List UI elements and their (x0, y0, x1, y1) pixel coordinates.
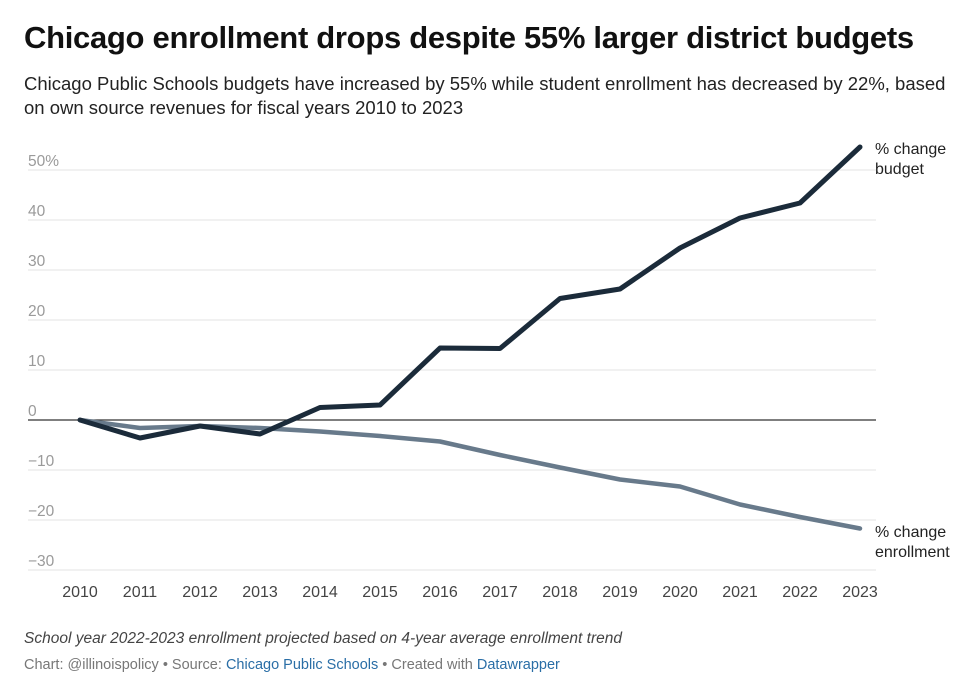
x-tick-label: 2019 (602, 584, 638, 601)
y-tick-label: 40 (28, 203, 46, 220)
y-tick-label: 50% (28, 153, 59, 170)
enrollment-series-label: % change enrollment (875, 524, 950, 561)
chart-title: Chicago enrollment drops despite 55% lar… (24, 20, 914, 55)
x-tick-label: 2020 (662, 584, 698, 601)
credits-prefix: Chart: @illinoispolicy • Source: (24, 657, 226, 673)
x-tick-label: 2017 (482, 584, 518, 601)
series-labels: % change budget % change enrollment (875, 141, 950, 561)
y-axis-ticks: −30 −20 −10 0 10 20 30 40 50% (28, 153, 59, 570)
series-label-line: budget (875, 161, 924, 178)
x-tick-label: 2018 (542, 584, 578, 601)
series-label-line: enrollment (875, 544, 950, 561)
grid-lines (28, 169, 876, 571)
y-tick-label: −20 (28, 503, 55, 520)
x-tick-label: 2021 (722, 584, 758, 601)
y-tick-label: 20 (28, 303, 46, 320)
datawrapper-link[interactable]: Datawrapper (476, 657, 560, 673)
series-label-line: % change (875, 524, 946, 541)
y-tick-label: 30 (28, 253, 46, 270)
x-tick-label: 2011 (123, 584, 158, 601)
x-tick-label: 2016 (422, 584, 458, 601)
y-tick-label: 0 (28, 403, 37, 420)
chart-subtitle: Chicago Public Schools budgets have incr… (24, 73, 946, 118)
x-tick-label: 2010 (62, 584, 98, 601)
budget-line (77, 144, 863, 441)
budget-series-label: % change budget (875, 141, 946, 178)
series-lines (77, 144, 863, 531)
y-tick-label: −10 (28, 453, 55, 470)
enrollment-line (77, 417, 863, 531)
x-tick-label: 2013 (242, 584, 278, 601)
x-tick-label: 2023 (842, 584, 878, 601)
credits-mid: • Created with (378, 657, 477, 673)
source-link[interactable]: Chicago Public Schools (225, 657, 379, 673)
series-label-line: % change (875, 141, 946, 158)
x-tick-label: 2014 (302, 584, 338, 601)
x-axis-ticks: 2010 2011 2012 2013 2014 2015 2016 2017 2018 2019… (62, 584, 878, 601)
x-tick-label: 2012 (182, 584, 218, 601)
y-tick-label: −30 (28, 553, 55, 570)
x-tick-label: 2022 (782, 584, 818, 601)
y-tick-label: 10 (28, 353, 46, 370)
x-tick-label: 2015 (362, 584, 398, 601)
chart-notes: School year 2022-2023 enrollment project… (24, 630, 622, 647)
chart-credits: Chart: @illinoispolicy • Source: Chicago… (24, 657, 560, 673)
